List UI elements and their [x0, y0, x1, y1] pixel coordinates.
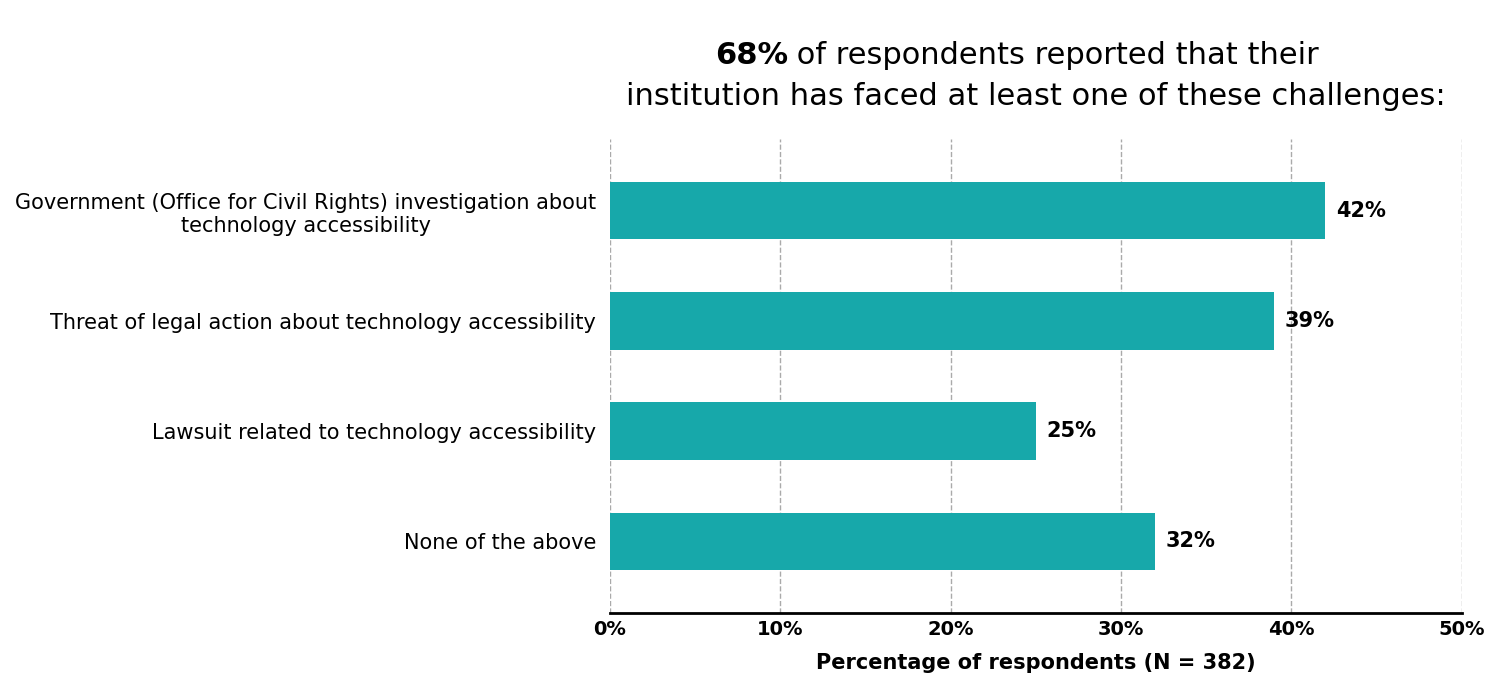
X-axis label: Percentage of respondents (N = 382): Percentage of respondents (N = 382) — [816, 653, 1256, 673]
Text: 32%: 32% — [1166, 531, 1215, 552]
Text: 39%: 39% — [1284, 311, 1335, 331]
Bar — [610, 513, 1155, 570]
Bar — [610, 292, 1275, 350]
Text: 68%: 68% — [716, 41, 788, 70]
Text: of respondents reported that their: of respondents reported that their — [788, 41, 1318, 70]
Text: 25%: 25% — [1046, 421, 1096, 441]
Bar — [610, 182, 1326, 239]
Bar — [610, 402, 1036, 460]
Text: institution has faced at least one of these challenges:: institution has faced at least one of th… — [626, 83, 1446, 111]
Text: 42%: 42% — [1335, 200, 1386, 221]
